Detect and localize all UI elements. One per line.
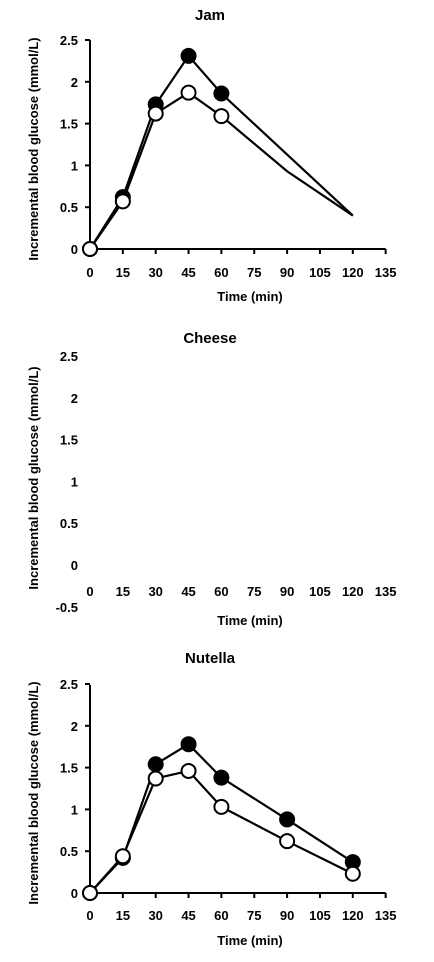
x-tick-label: 105 [309,908,331,923]
x-tick-label: 90 [280,265,294,280]
chart-title: Jam [195,7,225,24]
y-tick-label: 2.5 [60,677,78,692]
x-tick-label: 30 [148,584,162,599]
chart-0: Jam Incremental blood glucose (mmol/L) Tim… [26,7,397,304]
y-axis-label: Incremental blood glucose (mmol/L) [26,681,41,904]
y-tick-label: 2 [71,719,78,734]
data-point [180,736,197,753]
y-tick-label: 2.5 [60,349,78,364]
data-point [344,865,361,882]
x-tick-label: 0 [86,265,93,280]
series-line-1 [89,769,354,894]
x-axis-label: Time (min) [217,289,283,304]
y-tick-label: 1.5 [60,433,78,448]
x-tick-label: 120 [342,908,364,923]
x-tick-label: 0 [86,584,93,599]
data-point [213,798,230,815]
data-point [213,85,230,102]
x-tick-label: 75 [247,908,261,923]
y-tick-label: -0.5 [56,600,78,615]
y-tick-label: 0 [71,886,78,901]
x-tick-label: 135 [375,908,397,923]
x-tick-label: 60 [214,584,228,599]
x-tick-label: 15 [116,265,130,280]
y-tick-label: 0 [71,558,78,573]
x-tick-label: 30 [148,265,162,280]
series-line-0 [89,54,354,250]
y-tick-label: 0.5 [60,200,78,215]
x-tick-label: 90 [280,908,294,923]
y-tick-label: 1.5 [60,117,78,132]
chart-title: Nutella [185,650,236,667]
x-axis-label: Time (min) [217,613,283,628]
data-point [147,105,164,122]
x-tick-label: 60 [214,908,228,923]
data-point [279,811,296,828]
chart-title: Cheese [183,330,236,347]
x-tick-label: 30 [148,908,162,923]
x-tick-label: 105 [309,265,331,280]
x-tick-label: 45 [181,584,195,599]
data-point [279,833,296,850]
y-tick-label: 2 [71,75,78,90]
data-point [114,193,131,210]
y-axis-label: Incremental blood glucose (mmol/L) [26,366,41,589]
data-point [147,770,164,787]
data-point [213,769,230,786]
y-tick-label: 1 [71,158,78,173]
x-tick-label: 90 [280,584,294,599]
y-tick-label: 1 [71,474,78,489]
x-tick-label: 120 [342,265,364,280]
x-tick-label: 60 [214,265,228,280]
data-point [82,885,98,901]
data-point [147,756,164,773]
x-tick-label: 75 [247,584,261,599]
data-point [213,108,230,125]
y-tick-label: 2.5 [60,33,78,48]
y-tick-label: 1 [71,802,78,817]
y-tick-label: 0.5 [60,516,78,531]
x-tick-label: 0 [86,908,93,923]
x-tick-label: 45 [181,265,195,280]
data-point [180,84,197,101]
series-line-0 [89,742,354,894]
x-tick-label: 135 [375,265,397,280]
x-tick-label: 105 [309,584,331,599]
x-axis-label: Time (min) [217,933,283,948]
data-point [180,47,197,64]
data-point [114,848,131,865]
chart-2: Nutella Incremental blood glucose (mmol/L… [26,650,397,948]
y-tick-label: 1.5 [60,761,78,776]
y-tick-label: 2 [71,391,78,406]
x-tick-label: 15 [116,584,130,599]
y-axis-label: Incremental blood glucose (mmol/L) [26,37,41,260]
chart-1: Cheese Incremental blood glucose (mmol/L)… [26,330,397,628]
data-point [82,241,98,257]
data-point [180,762,197,779]
y-tick-label: 0.5 [60,844,78,859]
x-tick-label: 15 [116,908,130,923]
x-tick-label: 75 [247,265,261,280]
x-tick-label: 45 [181,908,195,923]
y-tick-label: 0 [71,242,78,257]
x-tick-label: 120 [342,584,364,599]
x-tick-label: 135 [375,584,397,599]
